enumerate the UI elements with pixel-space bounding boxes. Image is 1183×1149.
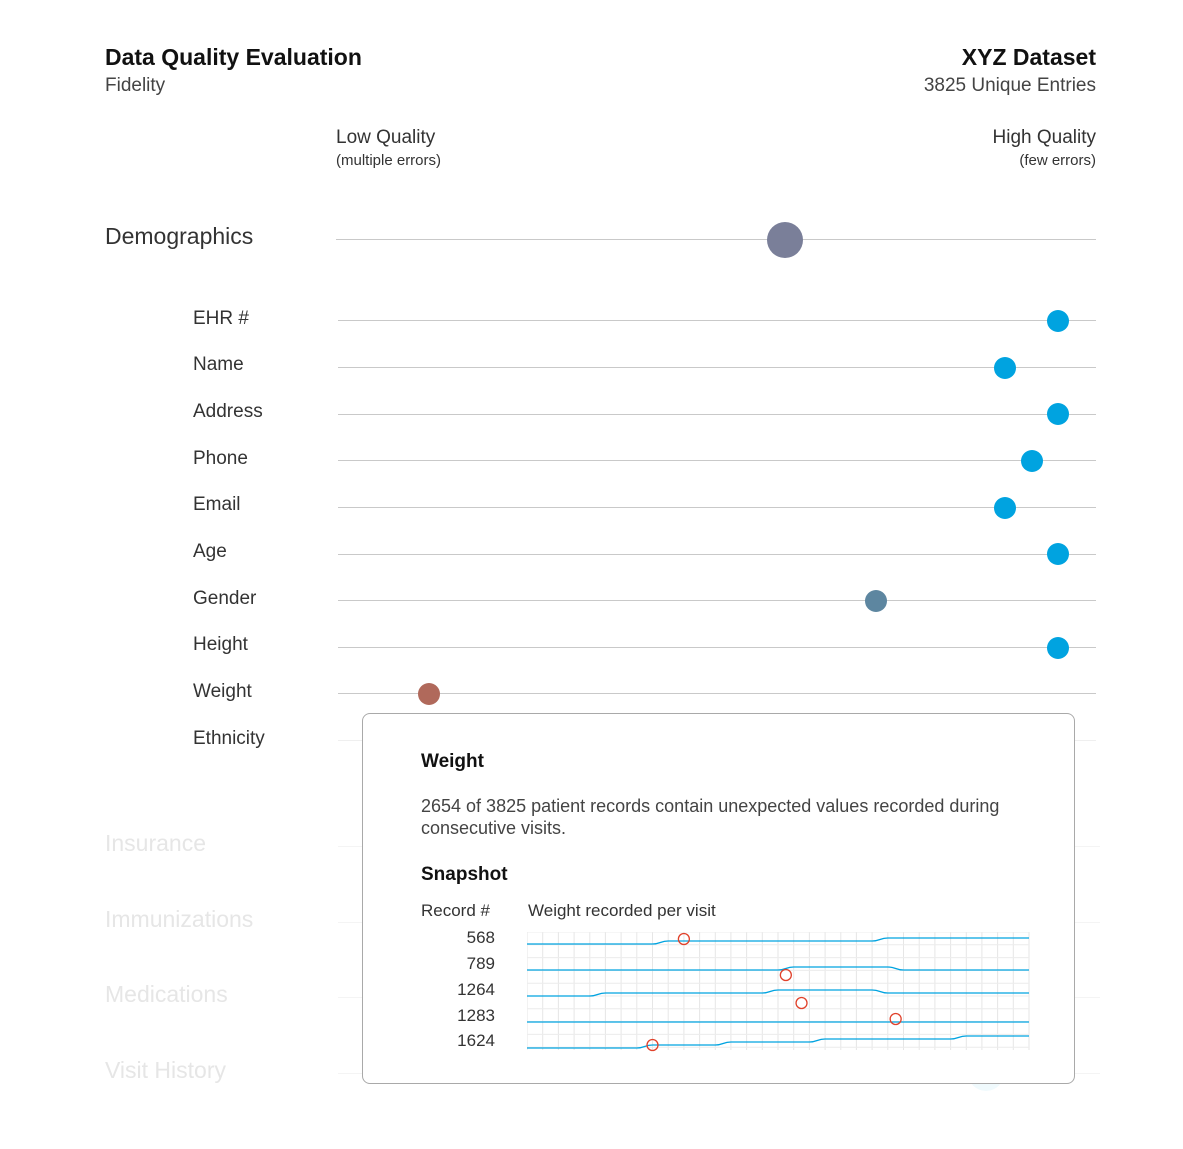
anomaly-marker xyxy=(889,1012,902,1026)
dataset-entries: 3825 Unique Entries xyxy=(923,75,1096,96)
field-track-address xyxy=(338,414,1096,415)
field-quality-dot-email[interactable] xyxy=(994,497,1017,519)
field-track-email xyxy=(338,507,1096,508)
field-track-phone xyxy=(338,460,1096,461)
page-title: Data Quality Evaluation xyxy=(105,44,362,70)
anomaly-marker xyxy=(677,932,691,946)
tooltip-title: Weight xyxy=(421,751,484,772)
dataset-name: XYZ Dataset xyxy=(961,44,1096,70)
snapshot-heading: Snapshot xyxy=(421,864,508,885)
weight-series-line xyxy=(527,937,1029,945)
field-label-age[interactable]: Age xyxy=(193,541,227,562)
field-label-email[interactable]: Email xyxy=(193,494,241,515)
field-label-weight[interactable]: Weight xyxy=(193,681,252,702)
field-track-gender xyxy=(338,600,1096,601)
category-label-insurance[interactable]: Insurance xyxy=(105,830,207,856)
category-label-demographics[interactable]: Demographics xyxy=(105,223,254,249)
field-label-gender[interactable]: Gender xyxy=(193,588,257,609)
page-subtitle: Fidelity xyxy=(105,75,166,96)
field-label-address[interactable]: Address xyxy=(193,401,263,422)
field-label-ehr[interactable]: EHR # xyxy=(193,308,249,329)
record-id: 568 xyxy=(466,928,495,947)
field-quality-dot-height[interactable] xyxy=(1047,637,1070,659)
field-track-age xyxy=(338,554,1096,555)
category-track-demographics xyxy=(336,239,1096,240)
category-quality-dot-demographics[interactable] xyxy=(767,222,804,258)
field-quality-dot-age[interactable] xyxy=(1047,543,1070,565)
weight-series-line xyxy=(527,989,1029,997)
scale-high-label: High Quality xyxy=(992,127,1097,148)
record-id: 1264 xyxy=(457,980,495,999)
category-label-visit-history[interactable]: Visit History xyxy=(105,1057,226,1083)
anomaly-marker xyxy=(795,996,808,1010)
anomaly-marker xyxy=(646,1038,659,1052)
tooltip-description: 2654 of 3825 patient records contain une… xyxy=(421,796,1000,838)
field-quality-dot-ehr[interactable] xyxy=(1047,310,1070,332)
anomaly-marker xyxy=(779,968,792,982)
field-track-height xyxy=(338,647,1096,648)
weight-series-line xyxy=(527,1035,1029,1049)
field-track-name xyxy=(338,367,1096,368)
category-label-immunizations[interactable]: Immunizations xyxy=(105,906,254,932)
scale-low-sublabel: (multiple errors) xyxy=(336,152,442,169)
record-id: 1624 xyxy=(457,1031,495,1050)
field-label-ethnicity[interactable]: Ethnicity xyxy=(193,728,265,749)
scale-high-sublabel: (few errors) xyxy=(1019,152,1096,169)
category-label-medications[interactable]: Medications xyxy=(105,981,228,1007)
field-quality-dot-gender[interactable] xyxy=(865,590,888,612)
field-track-ehr xyxy=(338,320,1096,321)
field-quality-dot-address[interactable] xyxy=(1047,403,1070,425)
field-label-height[interactable]: Height xyxy=(193,634,248,655)
record-column-header: Record # xyxy=(421,901,490,920)
weight-series-line xyxy=(527,966,1029,971)
record-id: 1283 xyxy=(457,1006,495,1025)
field-quality-dot-name[interactable] xyxy=(994,357,1017,379)
weight-sparkline-grid xyxy=(527,932,1030,1052)
field-quality-dot-weight[interactable] xyxy=(417,683,440,705)
scale-low-label: Low Quality xyxy=(336,127,436,148)
record-id: 789 xyxy=(466,954,495,973)
field-label-name[interactable]: Name xyxy=(193,354,244,375)
weight-column-header: Weight recorded per visit xyxy=(528,901,716,920)
field-label-phone[interactable]: Phone xyxy=(193,448,248,469)
field-quality-dot-phone[interactable] xyxy=(1020,450,1043,472)
field-track-weight xyxy=(338,693,1096,694)
weight-detail-tooltip: Weight 2654 of 3825 patient records cont… xyxy=(362,713,1075,1084)
